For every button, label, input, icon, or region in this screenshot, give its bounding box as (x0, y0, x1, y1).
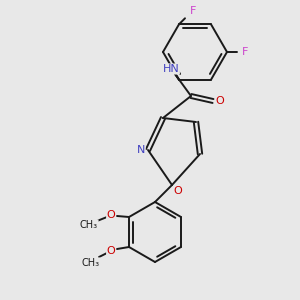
Text: CH₃: CH₃ (80, 220, 98, 230)
Text: CH₃: CH₃ (82, 258, 100, 268)
Text: HN: HN (163, 64, 179, 74)
Text: N: N (137, 145, 145, 155)
Text: F: F (242, 47, 248, 57)
Text: O: O (216, 96, 224, 106)
Text: F: F (190, 6, 196, 16)
Text: O: O (174, 186, 182, 196)
Text: O: O (106, 210, 116, 220)
Text: O: O (106, 246, 116, 256)
